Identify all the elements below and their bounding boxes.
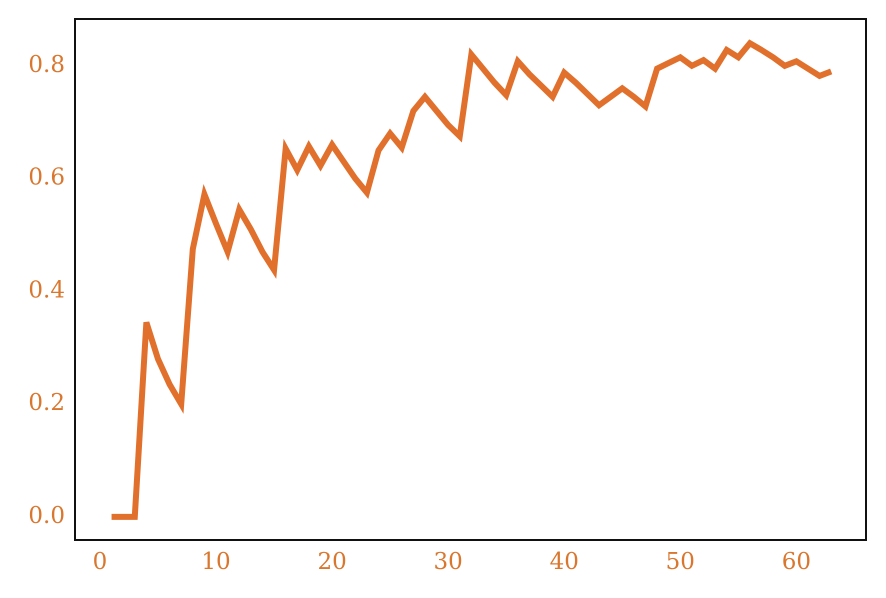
- x-tick-label: 30: [434, 549, 463, 575]
- y-tick-label: 0.2: [28, 390, 65, 416]
- x-tick-label: 10: [201, 549, 230, 575]
- x-tick-label: 60: [782, 549, 811, 575]
- y-tick-label: 0.6: [28, 165, 65, 191]
- data-line: [111, 39, 833, 520]
- x-tick-label: 40: [550, 549, 579, 575]
- x-tick-label: 20: [317, 549, 346, 575]
- x-tick-label: 0: [93, 549, 108, 575]
- y-tick-label: 0.4: [28, 277, 65, 303]
- plot-frame: [74, 18, 867, 541]
- x-tick-label: 50: [666, 549, 695, 575]
- y-tick-label: 0.8: [28, 52, 65, 78]
- y-tick-label: 0.0: [28, 503, 65, 529]
